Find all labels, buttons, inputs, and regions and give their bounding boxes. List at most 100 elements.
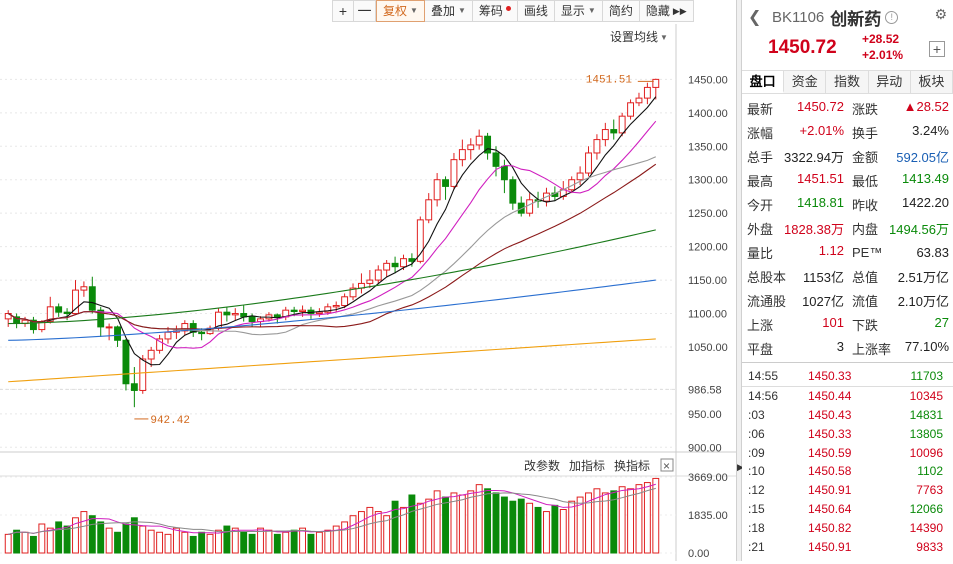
volume-bar [374, 511, 382, 554]
stats-value: 3322.94万 [784, 149, 844, 165]
tick-volume: 11703 [910, 369, 943, 384]
gear-icon[interactable]: ⚙ [934, 6, 947, 22]
volume-ma10-line [8, 487, 656, 535]
panel-splitter[interactable]: ▶ [736, 0, 744, 561]
stats-label: 最低 [852, 173, 879, 189]
tab-1[interactable]: 资金 [784, 71, 827, 93]
tab-2[interactable]: 指数 [826, 71, 869, 93]
candle-body [299, 309, 307, 313]
volume-bar [652, 477, 660, 554]
candle-body [568, 179, 576, 191]
stats-label: 内盘 [852, 221, 879, 237]
tick-list[interactable]: 14:55 1450.33 11703 14:56 1450.44 10345:03 145… [742, 367, 953, 556]
stats-label: 最新 [747, 101, 774, 117]
candle-body [80, 286, 88, 291]
stats-cell: 流通股 1027亿 [742, 291, 847, 310]
stats-value: 1.12 [818, 242, 844, 258]
toolbar-button-7[interactable]: 简约 [602, 0, 640, 22]
stats-label: 平盘 [747, 341, 774, 357]
price-axis-label: 1300.00 [688, 175, 728, 187]
candle-body [88, 286, 96, 311]
toolbar-button-8[interactable]: 隐藏 ▶▶ [639, 0, 694, 22]
toolbar-button-3[interactable]: 叠加 ▼ [424, 0, 473, 22]
volume-bar [164, 533, 172, 554]
candle-body [643, 86, 651, 99]
kline-chart-area[interactable]: 1450.00 1400.00 1350.00 1300.00 1250.00 1200.… [0, 24, 736, 561]
indicator-button-0[interactable]: 改参数 [524, 458, 560, 473]
volume-bar [248, 533, 256, 554]
tick-row: :03 1450.43 14831 [742, 406, 953, 425]
toolbar-button-0[interactable]: + [332, 0, 354, 22]
tick-price: 1450.91 [808, 483, 852, 498]
toolbar-button-6[interactable]: 显示 ▼ [554, 0, 603, 22]
high-price-label: 1451.51 [586, 74, 633, 86]
stats-cell: 金额 592.05亿 [847, 147, 952, 166]
tick-volume: 14831 [909, 407, 943, 422]
candle-body [383, 262, 391, 271]
volume-bar [172, 527, 180, 554]
stats-label: 涨幅 [747, 125, 774, 141]
volume-bar [324, 529, 332, 554]
stats-row: 最新 1450.72 涨跌 ▲28.52 [742, 96, 953, 120]
price-axis-label: 1250.00 [688, 208, 728, 220]
volume-bar [492, 492, 500, 554]
stats-value: 3 [836, 338, 844, 354]
stats-row: 涨幅 +2.01% 换手 3.24% [742, 120, 953, 144]
stats-value: 27 [934, 314, 949, 330]
toolbar-button-4[interactable]: 筹码 [472, 0, 518, 22]
tab-4[interactable]: 板块 [910, 71, 953, 93]
tick-time: 14:55 [748, 369, 779, 384]
candle-body [29, 319, 37, 331]
tab-0[interactable]: 盘口 [742, 71, 785, 93]
close-indicator-button[interactable] [660, 458, 674, 472]
tick-price: 1450.44 [808, 389, 852, 404]
volume-axis-label: 3669.00 [688, 472, 728, 484]
volume-bar [425, 498, 433, 554]
toolbar-button-5[interactable]: 画线 [517, 0, 555, 22]
tick-row: :10 1450.58 1102 [742, 462, 953, 481]
back-arrow-icon[interactable]: ❮ [748, 9, 762, 26]
toolbar-button-1[interactable]: 一 [354, 0, 376, 22]
kline-chart[interactable]: 1450.00 1400.00 1350.00 1300.00 1250.00 1200.… [0, 24, 736, 561]
candle-body [450, 159, 458, 187]
info-icon[interactable]: ! [885, 10, 899, 24]
chevron-down-icon: ▼ [587, 6, 596, 15]
ma60-line [8, 229, 656, 325]
toolbar-button-2[interactable]: 复权 ▼ [376, 0, 425, 22]
stats-cell: 换手 3.24% [847, 123, 952, 142]
stats-cell: 内盘 1494.56万 [847, 219, 952, 238]
indicator-button-2[interactable]: 换指标 [614, 458, 650, 473]
add-watchlist-button[interactable]: + [929, 41, 945, 57]
collapse-arrow-icon[interactable]: ▶ [737, 462, 744, 472]
volume-bar [442, 496, 449, 554]
tab-3[interactable]: 异动 [868, 71, 911, 93]
stats-label: 最高 [747, 173, 774, 189]
price-axis-label: 1050.00 [688, 342, 728, 354]
ma-setting-button[interactable]: 设置均线 [610, 30, 658, 44]
toolbar-button-label: 简约 [608, 4, 633, 18]
stats-label: 金额 [852, 149, 879, 165]
volume-bar [13, 529, 21, 554]
stats-label: 量比 [747, 245, 774, 261]
candle-body [164, 331, 172, 340]
volume-bar [349, 515, 357, 554]
candle-body [55, 306, 63, 313]
tick-row: :21 1450.91 9833 [742, 537, 953, 556]
volume-bar [97, 521, 105, 554]
stats-row: 今开 1418.81 昨收 1422.20 [742, 192, 953, 216]
indicator-button-1[interactable]: 加指标 [569, 458, 605, 473]
volume-bar [72, 517, 79, 554]
candle-body [341, 296, 349, 306]
volume-bar [635, 484, 643, 554]
candle-body [273, 314, 281, 318]
stats-cell: PE™ 63.83 [847, 245, 952, 260]
stats-row: 外盘 1828.38万 内盘 1494.56万 [742, 216, 953, 240]
volume-bar [601, 492, 609, 554]
chevron-down-icon: ▼ [410, 6, 418, 15]
stats-label: 上涨 [747, 317, 774, 333]
candle-body [198, 331, 206, 335]
tick-time: :09 [748, 445, 765, 460]
volume-bar [332, 525, 340, 554]
toolbar-button-label: 叠加 [430, 4, 455, 18]
volume-bar [366, 506, 374, 554]
